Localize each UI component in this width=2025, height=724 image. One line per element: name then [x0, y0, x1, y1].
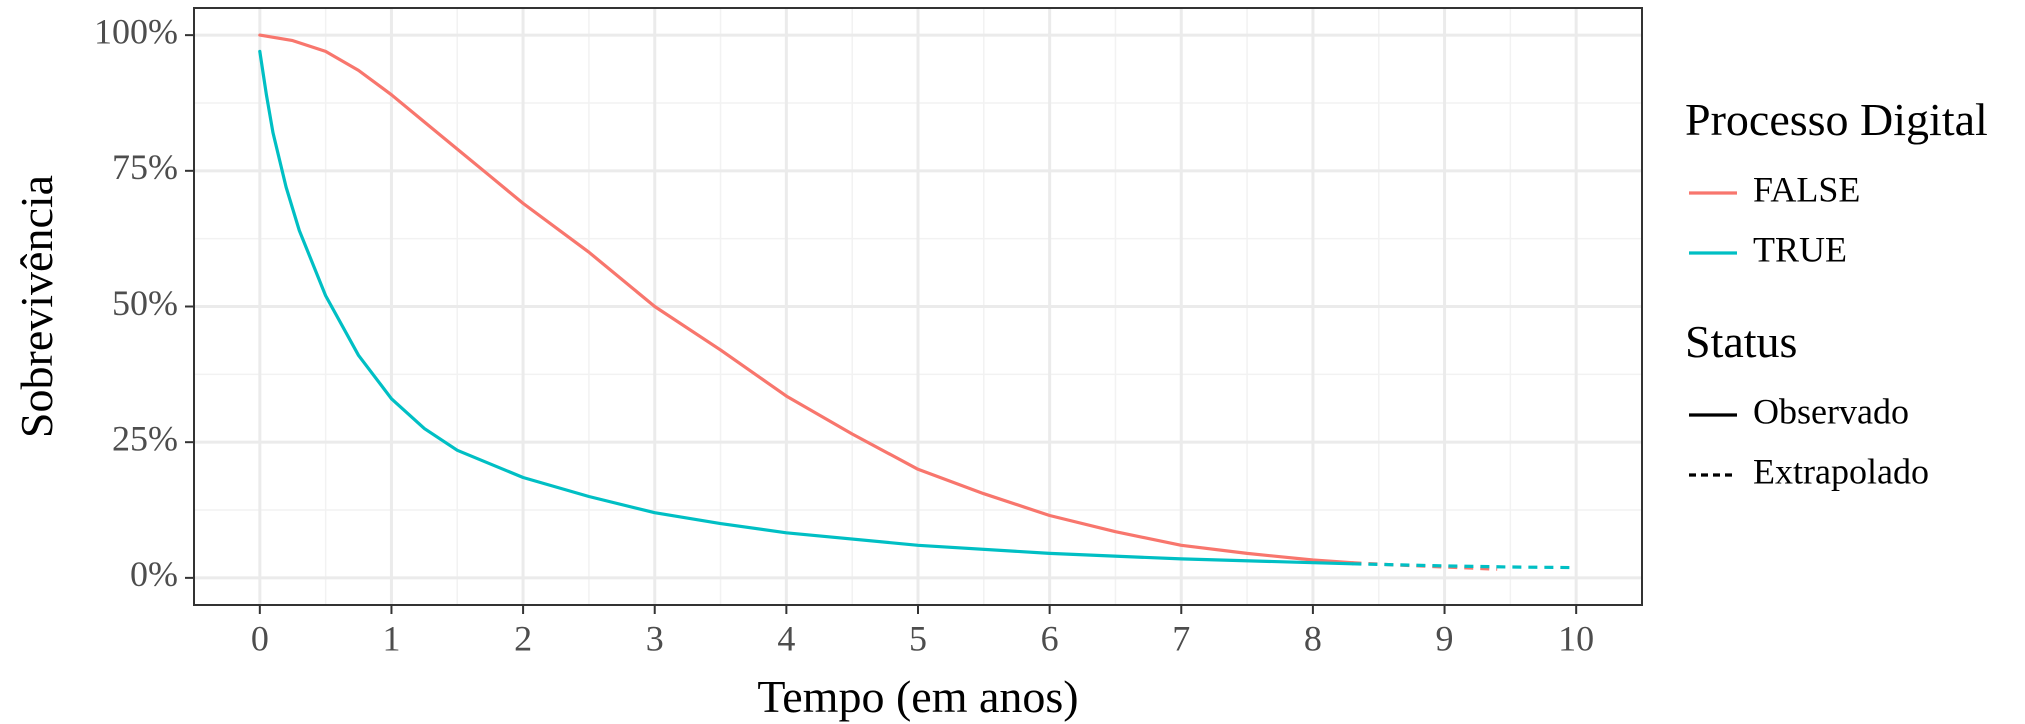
series-line-true-observado: [258, 49, 1355, 566]
y-tick-label: 75%: [112, 147, 178, 187]
legend-label: FALSE: [1753, 169, 1860, 209]
y-axis-title: Sobrevivência: [11, 175, 62, 438]
legend-label: Extrapolado: [1753, 451, 1929, 491]
x-tick-label: 3: [646, 619, 664, 659]
grid-lines: [194, 8, 1642, 605]
legend-title: Status: [1685, 316, 1797, 367]
x-tick-label: 7: [1172, 619, 1190, 659]
x-tick-label: 1: [382, 619, 400, 659]
x-tick-label: 10: [1558, 619, 1594, 659]
x-tick-label: 6: [1041, 619, 1059, 659]
x-tick-label: 8: [1304, 619, 1322, 659]
legend-label: Observado: [1753, 391, 1909, 431]
y-tick-label: 25%: [112, 418, 178, 458]
legend-label: TRUE: [1753, 229, 1847, 269]
legend: Processo Digital FALSE TRUE Status Observado…: [1685, 94, 1988, 491]
y-tick-label: 100%: [94, 11, 178, 51]
y-tick-label: 50%: [112, 283, 178, 323]
axes: 0 1 2 3 4 5 6 7 8 9 100%25%50%75%100%: [94, 11, 1594, 658]
y-tick-label: 0%: [130, 554, 178, 594]
x-tick-label: 5: [909, 619, 927, 659]
series-lines: [258, 33, 1577, 571]
x-tick-label: 0: [251, 619, 269, 659]
x-tick-label: 9: [1436, 619, 1454, 659]
series-line-false-observado: [258, 33, 1355, 565]
x-tick-label: 4: [777, 619, 795, 659]
legend-title: Processo Digital: [1685, 94, 1988, 145]
x-tick-label: 2: [514, 619, 532, 659]
x-axis-title: Tempo (em anos): [757, 671, 1078, 722]
